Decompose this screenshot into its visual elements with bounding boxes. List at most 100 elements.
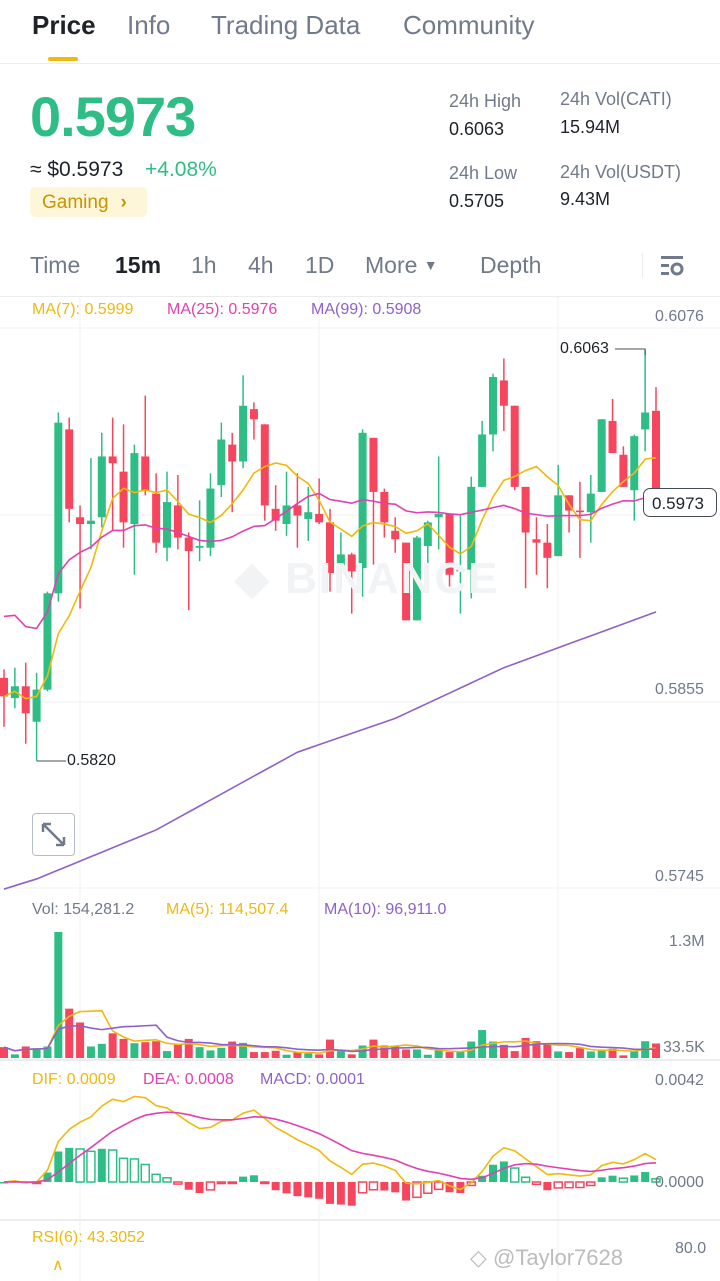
ma99-line [3, 611, 657, 890]
candle-body [130, 453, 139, 525]
candle-body [586, 493, 595, 513]
candle-body [619, 454, 628, 487]
volume-bar [619, 1055, 628, 1058]
macd-histogram-bar [304, 1182, 313, 1198]
price-axis-label: 0.6076 [655, 308, 704, 325]
interval-1h[interactable]: 1h [191, 252, 217, 278]
candle-body [271, 508, 280, 521]
tab-price[interactable]: Price [32, 10, 96, 40]
active-tab-indicator [48, 57, 78, 61]
macd-histogram-bar [423, 1181, 433, 1194]
tab-trading-data[interactable]: Trading Data [211, 10, 361, 40]
macd-histogram-bar [357, 1181, 368, 1194]
macd-histogram-bar [531, 1181, 542, 1186]
volume-ma5-label: MA(5): 114,507.4 [166, 901, 289, 918]
macd-histogram-bar [151, 1173, 161, 1183]
candle-body [391, 530, 400, 540]
macd-histogram-bar [586, 1181, 596, 1187]
macd-histogram-bar [433, 1181, 444, 1191]
candle-body [282, 505, 291, 525]
volume-bar [521, 1037, 530, 1058]
macd-histogram-bar [520, 1176, 531, 1183]
macd-axis-label: 0.0000 [655, 1174, 704, 1191]
volume-bar [336, 1051, 345, 1058]
candle-body [249, 409, 258, 420]
volume-bar [489, 1041, 497, 1058]
divider [642, 253, 643, 277]
macd-histogram-bar [315, 1182, 324, 1199]
tab-info[interactable]: Info [127, 10, 171, 40]
ma25-label: MA(25): 0.5976 [167, 301, 278, 318]
macd-histogram-bar [97, 1148, 106, 1182]
candle-body [326, 522, 334, 574]
macd-histogram-bar [184, 1182, 193, 1190]
macd-histogram-bar [271, 1182, 280, 1191]
volume-bar [0, 1047, 8, 1058]
ma25-line [3, 492, 657, 630]
macd-histogram-bar [564, 1181, 574, 1189]
interval-1d[interactable]: 1D [305, 252, 335, 278]
expand-icon [41, 822, 66, 847]
low-marker-label: 0.5820 [67, 752, 116, 769]
macd-histogram-bar [651, 1178, 661, 1183]
divider [0, 63, 720, 64]
macd-histogram-bar [575, 1181, 585, 1189]
fullscreen-button[interactable] [32, 813, 75, 856]
macd-histogram-bar [282, 1182, 291, 1194]
macd-histogram-bar [553, 1181, 563, 1189]
macd-histogram-bar [499, 1161, 508, 1182]
volume-bar [434, 1050, 443, 1058]
macd-histogram-bar [86, 1150, 96, 1183]
macd-histogram-bar [162, 1177, 172, 1183]
volume-bar [380, 1045, 389, 1058]
dif-label: DIF: 0.0009 [32, 1071, 116, 1088]
macd-histogram-bar [391, 1182, 400, 1193]
volume-bar [195, 1047, 204, 1058]
macd-histogram-bar [107, 1149, 118, 1183]
tab-community[interactable]: Community [403, 10, 535, 40]
volume-bar [10, 1054, 19, 1058]
volume-bar [543, 1044, 552, 1058]
volume-bar [499, 1044, 508, 1058]
interval-time[interactable]: Time [30, 252, 81, 278]
high-label: 24h High [449, 91, 522, 111]
macd-histogram-bar [43, 1172, 52, 1182]
interval-4h[interactable]: 4h [248, 252, 274, 278]
candle-body [641, 412, 650, 430]
macd-histogram-bar [173, 1181, 183, 1185]
volume-bar [86, 1046, 95, 1058]
interval-more[interactable]: More ▼ [365, 252, 438, 279]
candle-body [152, 493, 161, 543]
candle-body [489, 377, 497, 435]
volume-bar [478, 1030, 487, 1058]
interval-15m[interactable]: 15m [115, 252, 162, 278]
depth-tab[interactable]: Depth [480, 252, 542, 278]
more-label: More [365, 252, 418, 278]
candle-body [0, 677, 8, 697]
volume-bar [608, 1048, 617, 1058]
ma7-line [3, 456, 657, 700]
macd-histogram-bar [597, 1177, 606, 1182]
macd-histogram-bar [368, 1181, 379, 1191]
macd-histogram-bar [445, 1182, 454, 1193]
category-chip[interactable]: Gaming › [30, 187, 147, 217]
ma99-label: MA(99): 0.5908 [311, 301, 422, 318]
volume-label: Vol: 154,281.2 [32, 901, 135, 918]
chart-settings-icon[interactable] [660, 254, 686, 278]
binance-watermark: ◆ BINANCE [235, 554, 500, 603]
candle-body [380, 491, 389, 523]
macd-histogram-bar [509, 1167, 520, 1183]
macd-axis-label: 0.0042 [655, 1072, 704, 1089]
candle-body [54, 422, 63, 594]
macd-histogram-bar [65, 1147, 74, 1182]
volume-bar [249, 1052, 258, 1058]
chevron-right-icon: › [120, 192, 127, 213]
macd-histogram-bar [543, 1182, 552, 1191]
macd-histogram-bar [641, 1172, 650, 1182]
macd-histogram-bar [402, 1182, 411, 1201]
usd-price: ≈ $0.5973 [30, 158, 124, 181]
volume-bar [239, 1042, 248, 1058]
vol-base-label: 24h Vol(CATI) [560, 89, 672, 109]
price-axis-label: 0.5855 [655, 681, 704, 698]
